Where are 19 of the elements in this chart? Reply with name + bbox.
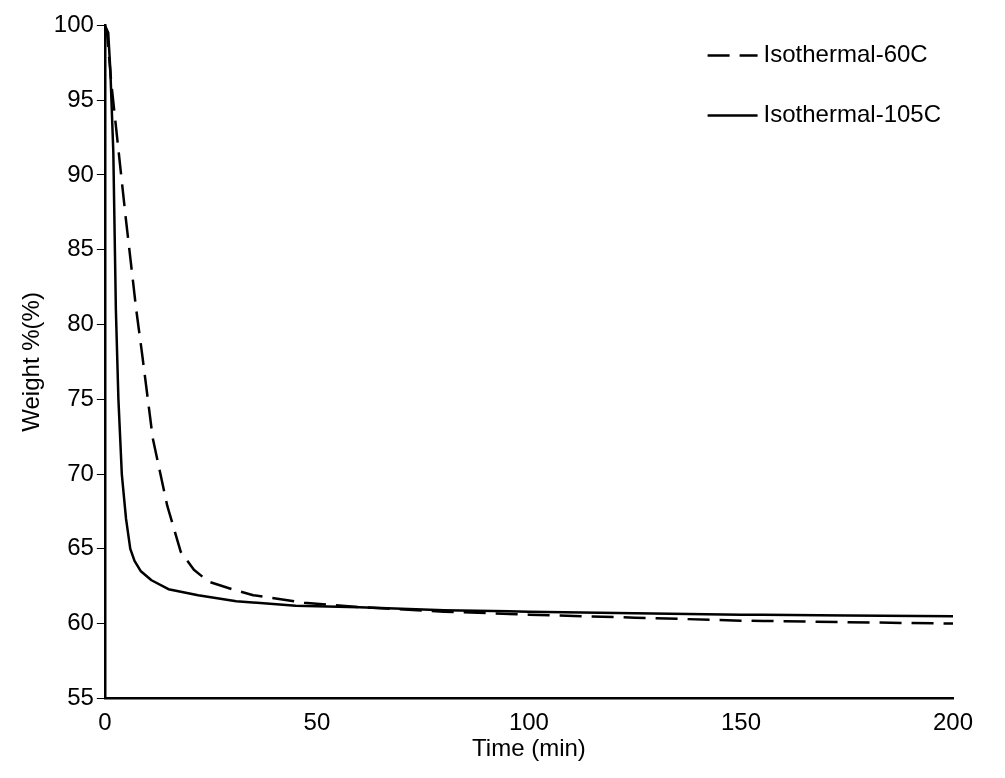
y-tick-label: 60 [67,608,94,636]
y-tick-label: 85 [67,234,94,262]
legend-label: Isothermal-105C [763,100,942,128]
y-tick-label: 75 [67,383,94,411]
y-tick-label: 100 [53,10,94,38]
y-tick-label: 65 [67,533,94,561]
y-tick-label: 70 [67,458,94,486]
y-axis-title: Weight %(%) [17,292,45,432]
x-axis-title: Time (min) [472,734,586,762]
x-tick-label: 200 [932,708,974,736]
x-tick-label: 50 [303,708,331,736]
y-tick-label: 90 [67,159,94,187]
legend-label: Isothermal-60C [763,40,928,68]
x-tick-label: 100 [508,708,549,736]
x-tick-label: 150 [720,708,761,736]
x-tick-label: 0 [98,708,112,736]
y-tick-label: 95 [67,84,94,112]
y-tick-label: 80 [67,309,94,337]
y-tick-label: 55 [67,683,94,711]
